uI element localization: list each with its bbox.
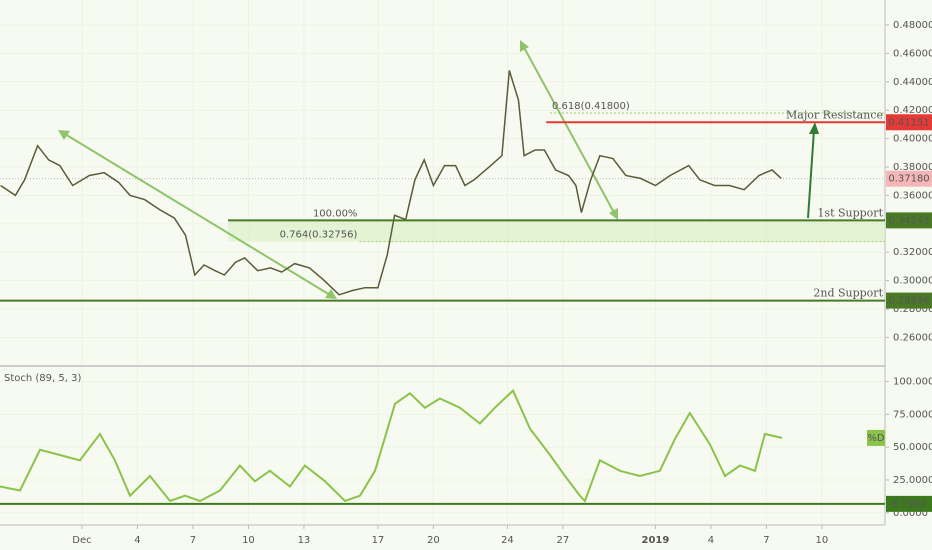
level-name: 1st Support [817,206,883,219]
level-value-box [886,495,932,512]
level-name: Major Resistance [786,108,883,121]
y-tick-label: 0.26000 [893,332,932,343]
level-value: 0.28596 [888,296,929,307]
level-value-box [886,292,932,309]
y-tick-label: 0.48000 [893,20,932,31]
trend-arrow [59,130,336,299]
level-value-box [886,114,932,131]
level-value: 0.41151 [888,117,929,128]
fib-label: 0.764(0.32756) [280,229,358,240]
y-tick-label: 0.38000 [893,162,932,173]
x-tick-label: 20 [427,535,440,546]
x-tick-label: 4 [134,535,140,546]
drawings [58,40,819,299]
x-tick-label: 24 [501,535,514,546]
x-tick-label: Dec [72,535,91,546]
arrow-head [520,40,529,52]
level-value: 0.34243 [888,215,929,226]
x-tick-label: 7 [763,535,769,546]
x-tick-label: 10 [242,535,255,546]
y-tick-label: 0.40000 [893,134,932,145]
arrow-head [58,130,70,140]
arrow-head [809,122,819,134]
trend-arrow [520,41,618,219]
y-tick-label: 0.28000 [893,304,932,315]
arrow-head [325,289,337,299]
x-tick-label: 10 [816,535,829,546]
level-name: 2nd Support [813,287,883,300]
y-tick-label: 0.32000 [893,247,932,258]
x-tick-label: 27 [557,535,570,546]
y-tick-label: 0.36000 [893,190,932,201]
arrow-head [609,208,618,220]
stoch-line [0,388,783,503]
x-tick-label: 7 [190,535,196,546]
x-tick-label: 17 [372,535,385,546]
y-tick-label: 25.0000 [893,475,932,486]
current-price-box [886,170,932,187]
level-value: 6.7962 [892,499,927,510]
x-tick-label: 4 [708,535,714,546]
legend-label: %D [867,433,885,444]
y-tick-label: 75.0000 [893,409,932,420]
legend-box [867,429,885,446]
y-tick-label: 0.42000 [893,105,932,116]
current-price-label: 0.37180 [888,174,929,185]
y-tick-label: 50.0000 [893,442,932,453]
y-tick-label: 0.0000 [893,508,928,519]
x-tick-label: 13 [298,535,311,546]
panel-divider [0,365,885,367]
fib-label: 100.00% [313,208,358,219]
y-tick-label: 0.44000 [893,77,932,88]
indicator-title: Stoch (89, 5, 3) [4,373,81,384]
fib-label: 0.618(0.41800) [552,101,630,112]
y-tick-label: 0.46000 [893,48,932,59]
x-tick-label: 2019 [642,535,670,546]
level-value-box [886,212,932,229]
y-tick-label: 100.0000 [893,376,932,387]
target-arrow [807,129,815,219]
y-tick-label: 0.30000 [893,276,932,287]
